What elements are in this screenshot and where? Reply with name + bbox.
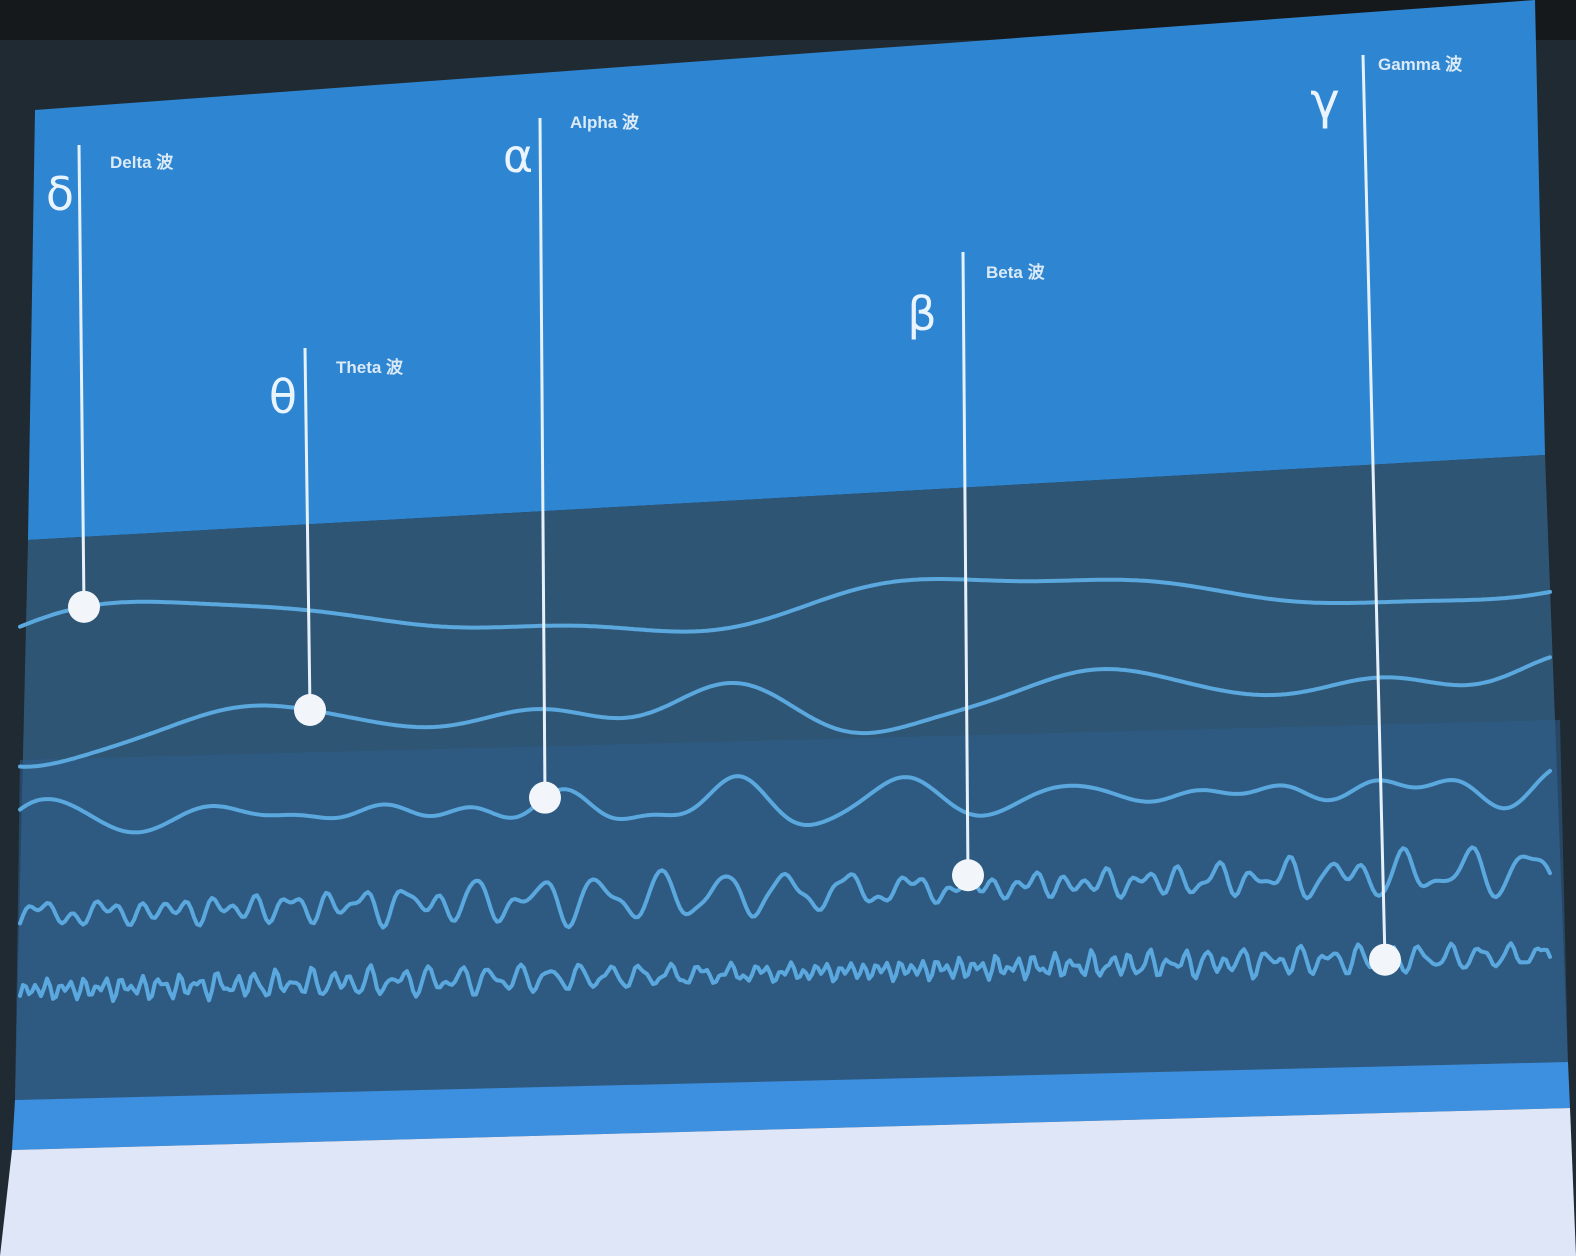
- beta-wave: [18, 845, 1552, 930]
- gamma-marker: γ Gamma 波: [1310, 54, 1463, 976]
- theta-wave: [18, 655, 1552, 769]
- bottom-bar: [12, 1062, 1570, 1150]
- theta-symbol: θ: [269, 370, 297, 424]
- alpha-marker: α Alpha 波: [503, 112, 640, 814]
- alpha-symbol: α: [503, 129, 533, 183]
- delta-label: Delta 波: [110, 152, 174, 172]
- delta-wave: [18, 577, 1552, 634]
- beta-label: Beta 波: [986, 262, 1046, 282]
- alpha-label: Alpha 波: [570, 112, 640, 132]
- sky-panel: [28, 0, 1545, 540]
- beta-symbol: β: [907, 287, 936, 341]
- delta-pointer-line: [77, 144, 86, 607]
- alpha-dot: [529, 781, 561, 814]
- alpha-wave: [18, 768, 1552, 835]
- gamma-wave: [18, 941, 1552, 1003]
- delta-symbol: δ: [46, 167, 74, 221]
- theta-pointer-line: [303, 347, 312, 711]
- beta-dot: [952, 859, 984, 892]
- theta-dot: [294, 693, 326, 726]
- gamma-pointer-line: [1361, 54, 1387, 960]
- alpha-pointer-line: [538, 117, 547, 798]
- delta-dot: [68, 590, 100, 623]
- beta-pointer-line: [961, 251, 970, 876]
- theta-marker: θ Theta 波: [269, 347, 404, 726]
- wave-band-low: [15, 720, 1568, 1100]
- gamma-dot: [1369, 943, 1401, 976]
- theta-label: Theta 波: [336, 357, 404, 377]
- floor: [0, 1108, 1576, 1256]
- delta-marker: δ Delta 波: [46, 144, 174, 623]
- beta-marker: β Beta 波: [907, 251, 1046, 892]
- gamma-symbol: γ: [1310, 72, 1340, 130]
- gamma-label: Gamma 波: [1378, 54, 1463, 74]
